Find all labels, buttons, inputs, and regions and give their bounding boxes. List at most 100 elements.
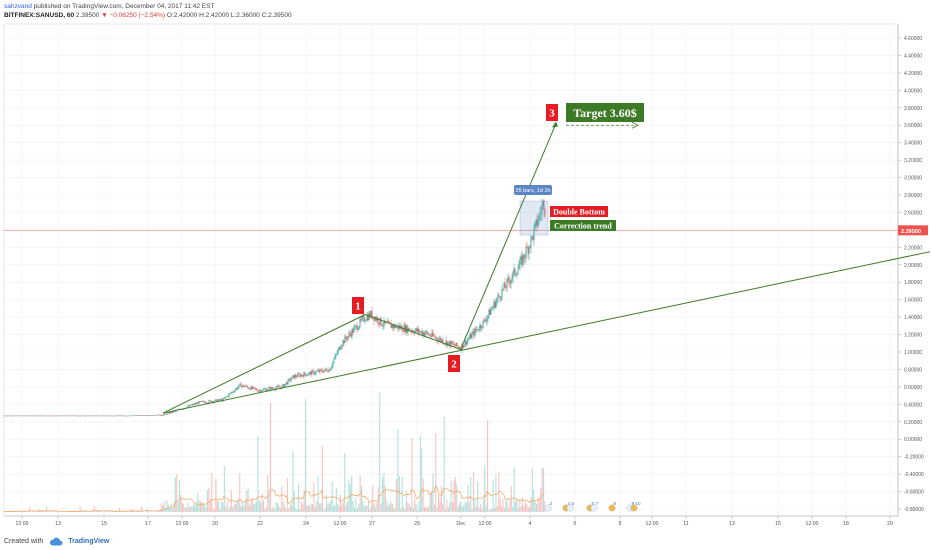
volume-bar [481, 509, 483, 512]
volume-bar [369, 509, 371, 512]
volume-bar [302, 504, 304, 512]
event-marker-count: 4 [568, 501, 571, 506]
event-marker: 7 [590, 501, 599, 512]
candle-body [150, 415, 152, 416]
candle-body [493, 301, 495, 308]
candle-body [486, 318, 488, 322]
correction-trend-label: Correction trend [554, 221, 612, 230]
volume-bar [218, 501, 220, 512]
volume-bar [271, 509, 273, 512]
volume-bar [422, 478, 424, 512]
volume-bar [197, 493, 199, 512]
volume-bar [90, 511, 92, 512]
price-axis[interactable]: 4.60000 4.40000 4.20000 4.00000 3.80000 3.600… [897, 24, 928, 516]
volume-bar [327, 503, 329, 512]
time-axis[interactable]: 12:00 13 15 17 12:00 20 22 24 12:00 27 29 Dec 12:00 4… [4, 515, 898, 527]
volume-bar [355, 497, 357, 512]
volume-bar [379, 392, 381, 512]
volume-bar [461, 506, 463, 512]
candle-body [331, 365, 333, 368]
last-price-tag [898, 225, 928, 236]
volume-bar [83, 511, 85, 512]
volume-bar [249, 505, 251, 512]
flag-icon [590, 504, 598, 512]
candle-body [341, 345, 343, 348]
tradingview-cloud-icon [50, 537, 63, 546]
volume-bar [466, 502, 468, 512]
volume-bar [32, 510, 34, 512]
candle-body [395, 326, 397, 328]
wave-label-2-box [448, 355, 460, 372]
candle-body [158, 414, 160, 416]
volume-bar [184, 507, 186, 512]
tradingview-brand[interactable]: TradingView [68, 538, 110, 545]
candle-body [527, 247, 529, 254]
candle-body [349, 333, 351, 335]
volume-bar [258, 500, 260, 512]
candle-body [140, 415, 142, 416]
volume-bar [293, 491, 295, 512]
volume-bar [180, 494, 182, 512]
volume-bar [376, 502, 378, 512]
candle-body [528, 246, 530, 254]
candle-body [356, 325, 358, 331]
candle-body [40, 415, 42, 417]
time-tick-label: 15 [101, 521, 107, 527]
candle-body [15, 415, 17, 417]
volume-bar [541, 467, 543, 512]
volume-bar [282, 501, 284, 512]
candle-body [461, 344, 463, 351]
candle-body [116, 415, 118, 417]
candle-body [281, 385, 283, 389]
candle-body [525, 247, 527, 258]
impulse-leg-1 [162, 314, 366, 414]
candle-body [435, 337, 437, 339]
candle-body [312, 370, 314, 372]
price-tick-label: 1.60000 [904, 298, 922, 304]
candle-body [63, 415, 65, 417]
candle-body [302, 375, 304, 377]
candle-body [366, 315, 368, 321]
candle-body [50, 415, 52, 417]
author-link[interactable]: sahzvand [4, 3, 32, 10]
time-tick-label: Dec [456, 521, 466, 527]
volume-bar [195, 503, 197, 512]
created-with-text: Created with [4, 538, 44, 545]
candle-body [135, 415, 137, 416]
candle-body [434, 336, 436, 338]
volume-bar [246, 491, 248, 512]
volume-bar [443, 416, 445, 512]
candle-body [309, 371, 311, 373]
volume-bar [338, 506, 340, 512]
volume-bar [408, 503, 410, 512]
volume-bar [474, 500, 476, 512]
candle-body [463, 345, 465, 348]
candle-body [473, 331, 475, 336]
candle-body [433, 335, 435, 337]
volume-bar [169, 507, 171, 512]
event-marker-count: 10 [636, 501, 642, 506]
candle-body [109, 415, 111, 417]
event-marker: 3 [544, 501, 553, 512]
volume-bar [459, 503, 461, 512]
candle-body [237, 387, 239, 390]
candle-body [93, 415, 95, 417]
volume-bar [34, 510, 36, 512]
volume-bar [256, 501, 258, 512]
wave-label-1: 1 [355, 300, 361, 312]
symbol-name[interactable]: BITFINEX:SANUSD, 60 [4, 12, 75, 19]
volume-bar [471, 508, 473, 512]
time-tick-label: 6 [574, 521, 577, 527]
candle-body [92, 415, 94, 417]
candle-body [233, 391, 235, 393]
volume-bar [450, 480, 452, 512]
candle-body [62, 415, 64, 417]
candle-body [37, 415, 39, 417]
candle-body [509, 281, 511, 284]
event-marker-count: 6 [592, 501, 595, 506]
event-marker: 10 [630, 501, 642, 512]
candle-body [307, 374, 309, 376]
candle-body [152, 415, 154, 416]
candle-body [59, 415, 61, 417]
